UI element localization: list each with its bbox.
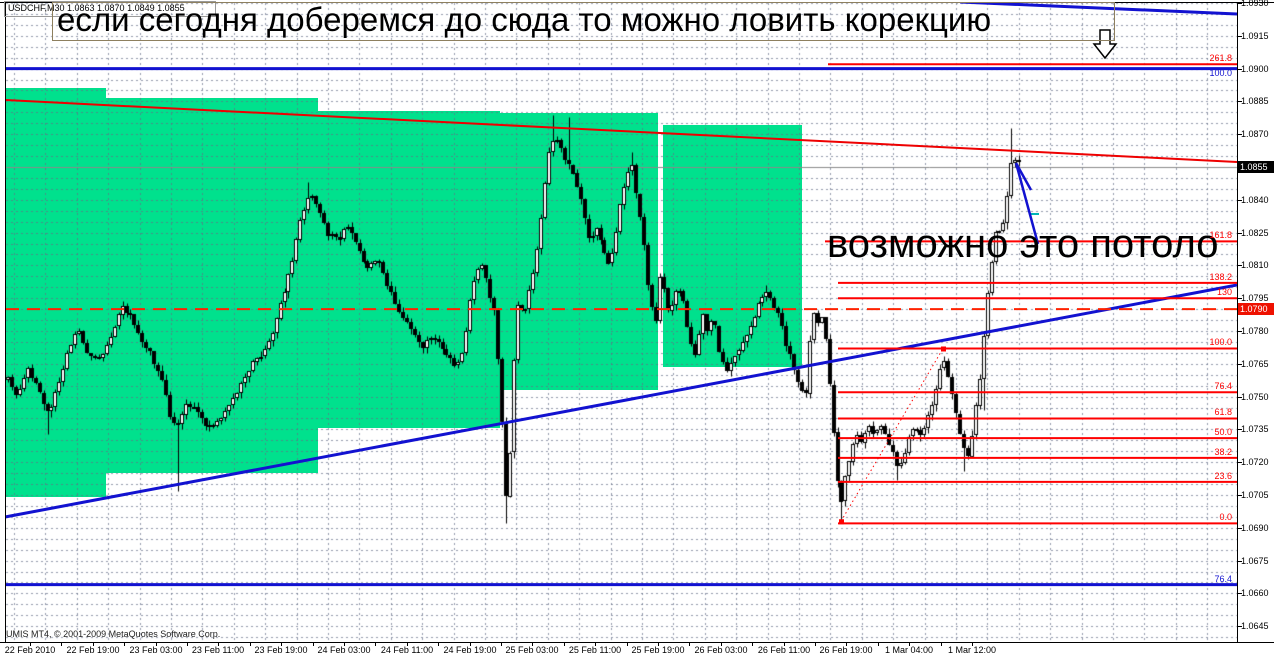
time-label: 26 Feb 19:00 — [819, 645, 873, 655]
blue-arrow-line-2[interactable] — [1014, 162, 1033, 191]
fib-label-50.0: 50.0 — [1214, 427, 1232, 438]
time-label: 24 Feb 19:00 — [443, 645, 497, 655]
price-label: 1.0720 — [1241, 457, 1269, 468]
price-label: 1.0735 — [1241, 424, 1269, 435]
fib-anchor-high[interactable] — [941, 346, 946, 352]
price-label: 1.0660 — [1241, 588, 1269, 599]
fib-label-130: 130 — [1216, 287, 1232, 298]
symbol-ohlc-line: USDCHF,M30 1.0863 1.0870 1.0849 1.0855 — [8, 3, 185, 13]
time-label: 25 Feb 03:00 — [505, 645, 559, 655]
symbol-info-box — [4, 1, 216, 17]
time-label: 1 Mar 12:00 — [947, 645, 997, 655]
fib-anchor-low[interactable] — [839, 519, 844, 525]
fib-label-61.8: 61.8 — [1214, 407, 1232, 418]
time-label: 23 Feb 03:00 — [129, 645, 183, 655]
fib-label-0.0: 0.0 — [1219, 512, 1232, 523]
teal-dash-mark — [1029, 213, 1039, 215]
time-label: 23 Feb 11:00 — [191, 645, 245, 655]
time-label: 24 Feb 11:00 — [380, 645, 434, 655]
ascending-support-trendline[interactable] — [5, 283, 1237, 519]
price-label: 1.0885 — [1241, 96, 1269, 107]
fib-label-38.2: 38.2 — [1214, 446, 1232, 457]
current-price-tag: 1.0855 — [1238, 161, 1274, 173]
price-label: 1.0930 — [1241, 0, 1269, 8]
blue-fib-label-100: 100.0 — [1209, 67, 1232, 78]
price-label: 1.0705 — [1241, 490, 1269, 500]
price-label: 1.0825 — [1241, 227, 1269, 238]
price-label: 1.0795 — [1241, 293, 1269, 304]
price-label: 1.0780 — [1241, 326, 1269, 336]
fib-label-161.8: 161.8 — [1209, 230, 1232, 241]
time-label: 24 Feb 03:00 — [317, 645, 371, 655]
price-label: 1.0690 — [1241, 522, 1269, 533]
price-label: 1.0900 — [1241, 63, 1269, 74]
ceiling-annotation-text[interactable]: возможно это потоло — [827, 222, 1219, 266]
top-annotation-text[interactable]: если сегодня доберемся до сюда то можно … — [57, 1, 992, 38]
time-label: 22 Feb 2010 — [4, 645, 56, 655]
price-label: 1.0870 — [1241, 129, 1269, 140]
fib-label-76.4: 76.4 — [1214, 381, 1232, 392]
top-annotation-frame[interactable] — [52, 2, 1115, 41]
price-label: 1.0645 — [1241, 621, 1269, 632]
time-label: 25 Feb 19:00 — [631, 645, 685, 655]
price-label: 1.0810 — [1241, 260, 1269, 271]
terminal-copyright: UMIS MT4, © 2001-2009 MetaQuotes Softwar… — [6, 629, 221, 639]
price-label: 1.0750 — [1241, 391, 1269, 402]
time-label: 26 Feb 11:00 — [757, 645, 811, 655]
ceiling-annotation-wrap: возможно это потоло — [827, 222, 1237, 272]
alert-price-tag: 1.0790 — [1238, 303, 1274, 316]
fib-label-261.8: 261.8 — [1209, 53, 1232, 64]
price-label: 1.0840 — [1241, 194, 1269, 205]
time-label: 23 Feb 19:00 — [254, 645, 308, 655]
fib-label-100.0: 100.0 — [1209, 337, 1232, 348]
clipped-objects — [5, 2, 1237, 587]
time-label: 25 Feb 11:00 — [568, 645, 622, 655]
fib-base-dotted-line[interactable] — [840, 348, 944, 522]
blue-fib-label-76.4: 76.4 — [1214, 573, 1232, 584]
price-label: 1.0765 — [1241, 358, 1269, 369]
descending-resistance-trendline[interactable] — [5, 99, 1237, 163]
price-label: 1.0915 — [1241, 30, 1269, 41]
time-label: 22 Feb 19:00 — [66, 645, 120, 655]
blue-arrow-line[interactable] — [1014, 162, 1040, 245]
fib-label-23.6: 23.6 — [1214, 470, 1232, 481]
fib-label-138.2: 138.2 — [1209, 271, 1232, 282]
time-label: 1 Mar 04:00 — [884, 645, 934, 655]
hollow-down-arrow-icon[interactable] — [1092, 29, 1118, 60]
time-label: 26 Feb 03:00 — [694, 645, 748, 655]
upper-descending-blue-trendline[interactable] — [959, 2, 1237, 16]
price-label: 1.0675 — [1241, 555, 1269, 566]
